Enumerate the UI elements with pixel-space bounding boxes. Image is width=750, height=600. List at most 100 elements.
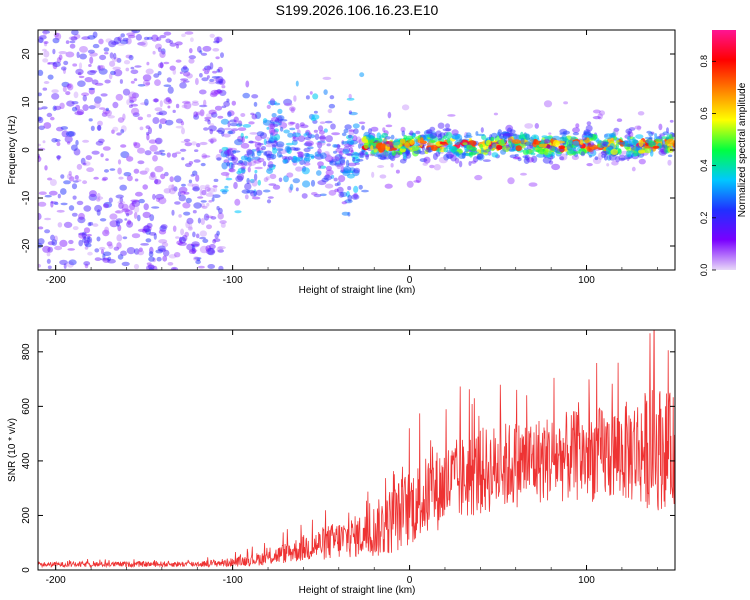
- spectrogram-cell: [203, 127, 209, 131]
- spectrogram-cell: [327, 108, 333, 114]
- spectrogram-cell: [143, 203, 149, 211]
- spectrogram-cell: [268, 127, 276, 135]
- spectrogram-cell: [78, 232, 87, 239]
- spectrogram-cell: [146, 36, 153, 40]
- spectrogram-cell: [155, 197, 161, 202]
- spectrogram-cell: [41, 106, 48, 110]
- snr-chart: -200 -100 0 100 0 200 400 600 800 Height of str…: [7, 329, 676, 596]
- spectrogram-cell: [496, 144, 503, 151]
- spectrogram-cell: [66, 83, 72, 89]
- spectrogram-cell: [289, 146, 297, 151]
- spectrogram-cell: [204, 116, 212, 120]
- spectrogram-cell: [109, 60, 116, 67]
- spectrogram-cell: [108, 73, 113, 80]
- spectrogram-cell: [652, 145, 660, 149]
- spectrogram-cell: [422, 162, 428, 166]
- spectrogram-cell: [219, 89, 227, 96]
- spectrogram-cell: [197, 196, 204, 199]
- spectrogram-cell: [638, 149, 646, 154]
- spectrogram-cell: [53, 105, 62, 111]
- spectrogram-cell: [235, 175, 244, 182]
- spectrogram-cell: [254, 135, 263, 141]
- spectrogram-cell: [88, 64, 92, 67]
- spectrogram-cell: [219, 220, 227, 224]
- spectrogram-cell: [667, 154, 673, 158]
- spectrogram-cell: [254, 166, 263, 170]
- spectrogram-cell: [185, 163, 192, 168]
- spectrogram-cell: [454, 140, 461, 145]
- spectrogram-cell: [38, 107, 43, 110]
- spectrogram-cell: [180, 140, 189, 144]
- spectrogram-cell: [323, 128, 328, 133]
- spectrogram-cell: [183, 191, 190, 195]
- spectrogram-cell: [385, 141, 393, 148]
- spectrogram-cell: [426, 142, 435, 146]
- spectrogram-cell: [89, 190, 97, 198]
- spectrogram-cell: [344, 124, 352, 130]
- spectrogram-cell: [220, 118, 229, 125]
- spectrogram-cell: [347, 186, 352, 191]
- spectrogram-cell: [220, 150, 228, 158]
- spectrogram-cell: [200, 52, 208, 56]
- spectrogram-cell: [297, 135, 306, 142]
- spectrogram-cell: [123, 172, 132, 177]
- spectrogram-cell: [286, 172, 294, 178]
- spectrogram-cell: [217, 79, 223, 83]
- spectrogram-cell: [200, 218, 205, 225]
- spectrogram-cell: [592, 116, 601, 120]
- spectrogram-cell: [218, 207, 223, 214]
- spectrogram-cell: [379, 174, 387, 179]
- spectrogram-cell: [384, 136, 392, 140]
- spectrogram-cell: [207, 187, 215, 194]
- spectrogram-cell: [130, 199, 140, 202]
- spectrogram-cell: [425, 131, 432, 135]
- spectrogram-cell: [525, 133, 531, 141]
- spectrogram-cell: [209, 243, 216, 250]
- spectrogram-cell: [304, 140, 314, 147]
- spectrogram-cell: [192, 210, 197, 214]
- spectrogram-cell: [400, 146, 407, 150]
- spectrogram-cell: [278, 119, 288, 122]
- spectrogram-cell: [96, 209, 101, 216]
- spectrogram-cell: [38, 263, 42, 268]
- spectrogram-cell: [130, 80, 135, 84]
- spectrogram-cell: [430, 144, 438, 152]
- spectrogram-cell: [188, 161, 194, 165]
- spectrogram-cell: [544, 136, 552, 140]
- spectrogram-cell: [204, 65, 212, 71]
- spectrogram-cell: [273, 128, 279, 133]
- spectrogram-cell: [443, 147, 449, 153]
- spectrogram-cell: [84, 77, 93, 83]
- spectrogram-cell: [152, 193, 156, 200]
- spectrogram-cell: [148, 267, 154, 270]
- spectrogram-cell: [67, 83, 74, 91]
- spectrogram-cell: [125, 67, 130, 72]
- spectrogram-cell: [38, 36, 44, 43]
- spectrogram-cell: [148, 139, 157, 144]
- spectrogram-cell: [148, 251, 154, 258]
- spectrogram-cell: [293, 147, 299, 152]
- spectrogram-cell: [169, 40, 174, 44]
- spectrogram-cell: [307, 134, 316, 139]
- spectrogram-cell: [410, 145, 419, 152]
- spectrogram-cell: [265, 144, 274, 148]
- spectrogram-cell: [667, 159, 672, 166]
- spectrogram-cell: [199, 109, 205, 117]
- spectrogram-cell: [181, 33, 186, 38]
- spectrogram-cell: [117, 36, 122, 41]
- spectrogram-cell: [199, 50, 203, 54]
- spectrogram-cell: [507, 177, 515, 185]
- colorbar-ticks: 0.0 0.2 0.4 0.6 0.8: [699, 55, 716, 276]
- spectrogram-cell: [315, 142, 322, 145]
- spectrogram-cell: [324, 183, 334, 189]
- spectrogram-cell: [120, 33, 125, 38]
- spectrogram-cell: [212, 70, 218, 74]
- spectrogram-cell: [83, 236, 87, 241]
- spectrogram-cell: [179, 148, 187, 152]
- spectrogram-cell: [44, 165, 48, 171]
- spectrogram-cell: [79, 46, 88, 53]
- spectrogram-cell: [514, 153, 519, 157]
- spectrogram-cell: [526, 157, 535, 163]
- spectrogram-cell: [78, 75, 85, 79]
- spectrogram-cell: [238, 120, 243, 127]
